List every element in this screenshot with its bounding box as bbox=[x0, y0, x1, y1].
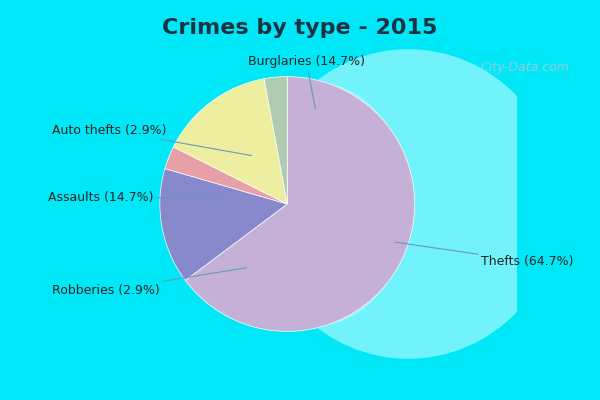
Text: City-Data.com: City-Data.com bbox=[481, 62, 569, 74]
Wedge shape bbox=[185, 76, 415, 332]
Ellipse shape bbox=[235, 84, 408, 324]
Text: Assaults (14.7%): Assaults (14.7%) bbox=[48, 191, 221, 204]
Ellipse shape bbox=[257, 49, 560, 359]
Text: Burglaries (14.7%): Burglaries (14.7%) bbox=[248, 55, 365, 108]
Text: Thefts (64.7%): Thefts (64.7%) bbox=[395, 242, 574, 268]
Text: Crimes by type - 2015: Crimes by type - 2015 bbox=[163, 18, 437, 38]
Wedge shape bbox=[160, 169, 287, 280]
Wedge shape bbox=[165, 147, 287, 204]
Wedge shape bbox=[173, 79, 287, 204]
Text: Auto thefts (2.9%): Auto thefts (2.9%) bbox=[52, 124, 251, 156]
Wedge shape bbox=[264, 76, 287, 204]
Text: Robberies (2.9%): Robberies (2.9%) bbox=[52, 268, 247, 297]
